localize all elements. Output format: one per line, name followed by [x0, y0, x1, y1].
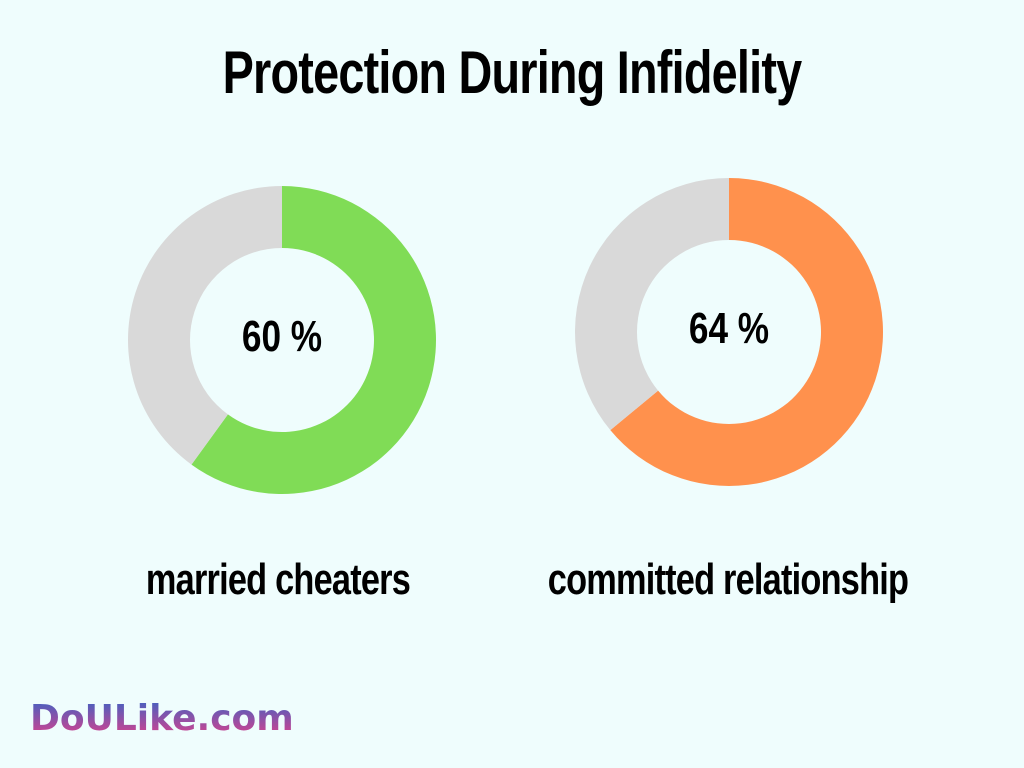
donut-slice-value-1	[610, 178, 883, 487]
donut-slice-value-0	[191, 186, 436, 494]
doulike-logo: DoULike.com	[30, 698, 294, 739]
donut-slice-remainder-0	[127, 186, 282, 465]
donut-category-label-1: committed relationship	[547, 555, 909, 604]
donut-category-label-0: married cheaters	[145, 555, 411, 604]
donut-slice-remainder-1	[575, 178, 729, 431]
donut-value-label-1: 64 %	[688, 304, 770, 353]
chart-title: Protection During Infidelity	[222, 39, 803, 106]
donut-value-label-0: 60 %	[241, 312, 323, 361]
